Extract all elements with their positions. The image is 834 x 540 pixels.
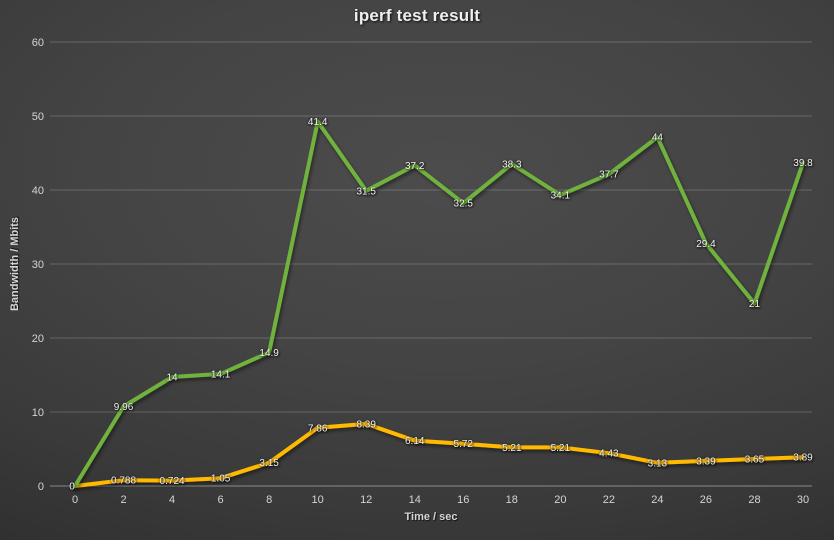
green-series-label: 37.7 <box>599 170 619 181</box>
x-axis-title: Time / sec <box>404 511 458 523</box>
orange-series-label: 3.89 <box>793 453 813 464</box>
orange-series-label: 3.13 <box>648 458 668 469</box>
y-tick-label: 40 <box>32 185 44 197</box>
x-tick-label: 10 <box>312 494 324 506</box>
orange-series-label: 0.724 <box>160 476 185 487</box>
x-tick-label: 14 <box>409 494 421 506</box>
green-series-label: 39.8 <box>793 158 813 169</box>
x-tick-label: 28 <box>748 494 760 506</box>
x-tick-label: 20 <box>554 494 566 506</box>
chart-title: iperf test result <box>353 6 481 25</box>
green-series-line <box>73 119 805 488</box>
y-tick-label: 30 <box>32 259 44 271</box>
orange-series-label: 1.05 <box>211 474 231 485</box>
green-series-label: 32.5 <box>454 199 474 210</box>
x-tick-label: 4 <box>169 494 175 506</box>
orange-series-label: 3.65 <box>745 454 765 465</box>
green-series-label: 44 <box>652 133 664 144</box>
green-series-label: 41.4 <box>308 117 328 128</box>
x-tick-label: 6 <box>218 494 224 506</box>
y-tick-label: 50 <box>32 111 44 123</box>
orange-series-label: 7.86 <box>308 423 328 434</box>
x-tick-label: 22 <box>603 494 615 506</box>
green-series-label: 38.3 <box>502 160 522 171</box>
x-tick-label: 30 <box>797 494 809 506</box>
orange-series-label: 5.21 <box>502 443 522 454</box>
orange-series-label: 6.14 <box>405 436 425 447</box>
y-tick-label: 0 <box>38 481 44 493</box>
orange-series-line <box>73 421 805 488</box>
y-tick-label: 20 <box>32 333 44 345</box>
orange-series-label: 8.39 <box>356 419 376 430</box>
y-tick-label: 10 <box>32 407 44 419</box>
y-tick-label: 60 <box>32 37 44 49</box>
x-tick-label: 0 <box>72 494 78 506</box>
orange-series-label: 5.21 <box>551 443 571 454</box>
orange-series-label: 3.15 <box>259 458 279 469</box>
orange-series-label: 4.43 <box>599 449 619 460</box>
series-layer <box>73 119 805 488</box>
x-tick-label: 24 <box>651 494 663 506</box>
green-series-label: 29.4 <box>696 239 716 250</box>
x-tick-label: 2 <box>120 494 126 506</box>
green-series-label: 21 <box>749 299 761 310</box>
green-series-label: 14 <box>167 373 179 384</box>
orange-series-label: 3.39 <box>696 456 716 467</box>
green-series-label: 14.9 <box>259 348 279 359</box>
green-series-label: 9.96 <box>114 402 134 413</box>
x-tick-label: 12 <box>360 494 372 506</box>
green-series-label: 0 <box>69 482 75 493</box>
data-label-layer: 0.788 0.724 1.05 3.15 7.86 8.39 6.14 5.72 5.21 5.… <box>69 117 813 493</box>
green-series-label: 14.1 <box>211 369 231 380</box>
green-series-label: 31.5 <box>356 186 376 197</box>
x-tick-label: 26 <box>700 494 712 506</box>
orange-series-label: 0.788 <box>111 476 136 487</box>
green-series-label: 34.1 <box>551 191 571 202</box>
x-tick-label: 8 <box>266 494 272 506</box>
x-tick-label: 18 <box>506 494 518 506</box>
x-tick-label: 16 <box>457 494 469 506</box>
orange-series-label: 5.72 <box>454 439 474 450</box>
green-series-label: 37.2 <box>405 161 425 172</box>
